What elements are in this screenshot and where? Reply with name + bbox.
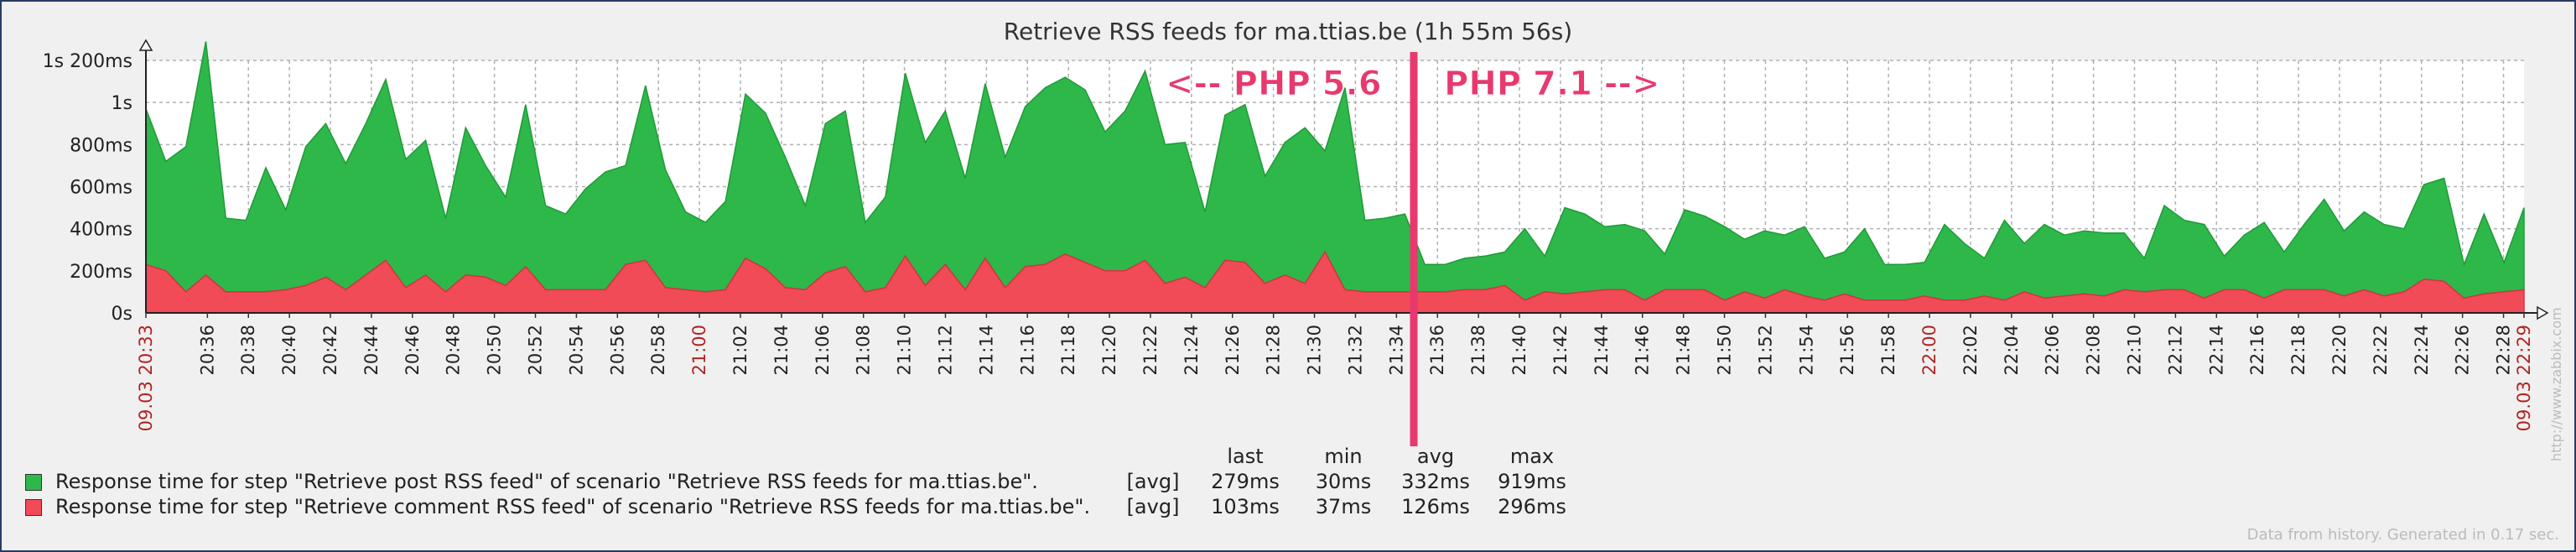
y-tick-label: 200ms — [70, 262, 132, 283]
series-layer — [145, 41, 2525, 314]
x-tick-label: 21:48 — [1674, 325, 1694, 376]
x-tick-label: 21:42 — [1550, 325, 1571, 376]
x-tick-label: 09.03 22:29 — [2514, 325, 2534, 431]
legend-avg: 126ms — [1401, 495, 1470, 518]
x-tick-label: 21:00 — [689, 325, 709, 376]
x-tick-label: 21:40 — [1509, 325, 1530, 376]
legend-label-post: Response time for step "Retrieve post RS… — [55, 470, 1038, 493]
x-tick-label: 21:04 — [771, 325, 792, 376]
x-tick-label: 21:46 — [1633, 325, 1653, 376]
x-tick-label: 22:12 — [2165, 325, 2185, 376]
x-tick-label: 20:58 — [648, 325, 668, 376]
x-tick-label: 20:44 — [361, 325, 382, 376]
legend-min: 37ms — [1315, 495, 1372, 518]
x-tick-label: 22:18 — [2288, 325, 2309, 376]
x-tick-label: 21:12 — [935, 325, 955, 376]
legend-header-min: min — [1324, 445, 1363, 468]
y-tick-label: 0s — [112, 304, 132, 325]
x-tick-label: 22:04 — [2002, 325, 2022, 376]
watermark: http://www.zabbix.com — [2548, 307, 2564, 461]
chart-title: Retrieve RSS feeds for ma.ttias.be (1h 5… — [1004, 18, 1572, 45]
legend-min: 30ms — [1315, 470, 1372, 493]
legend-swatch-red — [25, 499, 42, 516]
x-tick-label: 22:26 — [2453, 325, 2473, 376]
legend-header-last: last — [1227, 445, 1264, 468]
annotation-php56: <-- PHP 5.6 — [1166, 65, 1382, 103]
y-axis-ticks: 0s 200ms 400ms 600ms 800ms 1s 1s 200ms — [43, 51, 132, 325]
x-tick-label: 21:02 — [730, 325, 750, 376]
x-tick-label: 21:50 — [1715, 325, 1735, 376]
x-tick-label: 21:10 — [895, 325, 915, 376]
x-tick-label: 20:54 — [566, 325, 586, 376]
x-tick-label: 21:14 — [976, 325, 996, 376]
y-tick-label: 800ms — [70, 135, 132, 156]
x-tick-label: 20:48 — [444, 325, 464, 376]
y-tick-label: 1s — [112, 93, 132, 114]
x-tick-label: 20:40 — [279, 325, 299, 376]
x-tick-label: 22:08 — [2084, 325, 2104, 376]
x-tick-label: 22:20 — [2329, 325, 2350, 376]
x-tick-label: 22:14 — [2206, 325, 2226, 376]
x-tick-label: 22:02 — [1961, 325, 1981, 376]
x-tick-label: 21:28 — [1264, 325, 1284, 376]
x-tick-label: 20:42 — [320, 325, 340, 376]
legend-func: [avg] — [1126, 495, 1180, 518]
x-tick-label: 20:36 — [197, 325, 217, 376]
legend-max: 296ms — [1498, 495, 1566, 518]
x-tick-label: 20:52 — [526, 325, 546, 376]
legend-last: 279ms — [1211, 470, 1280, 493]
legend-max: 919ms — [1498, 470, 1566, 493]
x-tick-label: 21:34 — [1386, 325, 1406, 376]
x-axis-arrow — [2537, 305, 2549, 320]
x-tick-label: 21:54 — [1796, 325, 1816, 376]
x-tick-label: 21:26 — [1223, 325, 1243, 376]
legend-last: 103ms — [1211, 495, 1280, 518]
x-tick-label: 22:10 — [2124, 325, 2144, 376]
y-axis-arrow — [138, 39, 153, 51]
legend-swatch-green — [25, 474, 42, 491]
x-tick-label: 22:16 — [2247, 325, 2267, 376]
x-tick-label: 21:16 — [1017, 325, 1037, 376]
x-tick-label: 21:38 — [1468, 325, 1488, 376]
legend-avg: 332ms — [1401, 470, 1470, 493]
series-area-comment-feed — [145, 250, 2525, 314]
legend-header-avg: avg — [1416, 445, 1455, 468]
x-tick-label: 22:22 — [2371, 325, 2391, 376]
x-tick-label: 22:00 — [1919, 325, 1940, 376]
x-tick-label: 22:24 — [2412, 325, 2432, 376]
legend-header-max: max — [1509, 445, 1555, 468]
annotation-php71: PHP 7.1 --> — [1444, 65, 1660, 103]
legend-label-comment: Response time for step "Retrieve comment… — [55, 495, 1091, 518]
x-tick-label: 20:46 — [402, 325, 423, 376]
x-tick-label: 21:52 — [1755, 325, 1775, 376]
x-tick-label: 21:22 — [1140, 325, 1161, 376]
y-tick-label: 600ms — [70, 178, 132, 199]
x-tick-label: 21:44 — [1592, 325, 1612, 376]
x-tick-label: 20:56 — [607, 325, 627, 376]
x-tick-label: 20:50 — [485, 325, 505, 376]
x-tick-label: 22:06 — [2043, 325, 2063, 376]
x-tick-label: 09.03 20:33 — [136, 325, 156, 431]
x-axis-ticks: 09.03 20:33 20:36 20:38 20:40 20:42 20:44 20:4… — [136, 313, 2534, 431]
x-tick-label: 22:28 — [2494, 325, 2514, 376]
x-tick-label: 20:38 — [238, 325, 258, 376]
x-tick-label: 21:58 — [1878, 325, 1898, 376]
y-tick-label: 1s 200ms — [43, 51, 132, 72]
x-tick-label: 21:32 — [1345, 325, 1365, 376]
x-tick-label: 21:30 — [1305, 325, 1325, 376]
legend-func: [avg] — [1126, 470, 1180, 493]
x-tick-label: 21:20 — [1099, 325, 1119, 376]
x-tick-label: 21:56 — [1837, 325, 1857, 376]
x-tick-label: 21:36 — [1427, 325, 1447, 376]
axes — [138, 39, 2549, 320]
x-tick-label: 21:18 — [1058, 325, 1078, 376]
x-tick-label: 21:08 — [854, 325, 874, 376]
y-tick-label: 400ms — [70, 220, 132, 241]
footnote: Data from history. Generated in 0.17 sec… — [2246, 526, 2559, 544]
x-tick-label: 21:24 — [1182, 325, 1202, 376]
x-tick-label: 21:06 — [813, 325, 833, 376]
